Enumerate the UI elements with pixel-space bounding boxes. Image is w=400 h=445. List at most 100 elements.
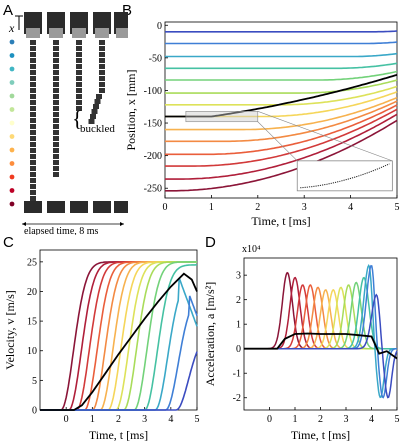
chain-bead xyxy=(76,64,82,69)
x-tick-label: 0 xyxy=(64,414,69,425)
chain-bead xyxy=(99,40,105,45)
inset-source-box xyxy=(185,111,259,123)
y-tick-label: 5 xyxy=(32,376,37,387)
color-key-dot xyxy=(9,201,15,207)
x-tick-label: 1 xyxy=(90,414,95,425)
color-key-dot xyxy=(9,93,15,99)
chain-bead xyxy=(99,82,105,87)
y-tick-label: 25 xyxy=(27,257,37,268)
y-tick-label: -2 xyxy=(233,393,241,404)
chain-bead xyxy=(53,142,59,147)
y-tick-label: 0 xyxy=(157,21,162,32)
panel-letter-b: B xyxy=(122,2,133,19)
chain-bead xyxy=(76,88,82,93)
chain-bead xyxy=(53,130,59,135)
falling-chains xyxy=(30,40,105,201)
chain-bead xyxy=(30,196,36,201)
chain-bead xyxy=(53,70,59,75)
chain-bead xyxy=(99,52,105,57)
position-series-line xyxy=(165,41,398,45)
chain-bead xyxy=(30,40,36,45)
chain-bead xyxy=(76,46,82,51)
chain-bead xyxy=(53,112,59,117)
chain-bead xyxy=(91,109,98,114)
chain-bead xyxy=(76,76,82,81)
x-tick-label: 4 xyxy=(369,414,374,425)
chain-bead xyxy=(90,114,96,119)
position-series-line xyxy=(165,100,398,143)
y-tick-label: -50 xyxy=(149,53,162,64)
chain-bead xyxy=(76,82,82,87)
chain-bead xyxy=(76,58,82,63)
x-tick-label: 2 xyxy=(255,202,260,213)
x-tick-label: 1 xyxy=(209,202,214,213)
clamp-bottom xyxy=(24,201,42,213)
chain-bead xyxy=(30,166,36,171)
y-multiplier-label: x10⁴ xyxy=(242,244,261,255)
color-key-dot xyxy=(9,147,15,153)
chain-bead xyxy=(30,58,36,63)
clamp-row xyxy=(24,12,128,38)
highlight-series-line xyxy=(40,272,198,411)
chain-bead xyxy=(53,88,59,93)
chain-bead xyxy=(53,154,59,159)
y-tick-label: -100 xyxy=(144,86,162,97)
chain-bead xyxy=(53,148,59,153)
panel-letter-c: C xyxy=(3,234,14,251)
chain-bead xyxy=(30,178,36,183)
y-tick-label: 10 xyxy=(27,346,37,357)
color-key-dot xyxy=(9,134,15,139)
position-series-line xyxy=(165,79,398,94)
y-tick-label: -250 xyxy=(144,184,162,195)
chain-bead xyxy=(76,70,82,75)
position-series-line xyxy=(165,119,398,192)
chart-c-velocity: 0 1 2 3 4 5 0 5 10 15 20 25 Time, t [ms] Velocity, … xyxy=(3,249,200,442)
color-key-dot xyxy=(9,161,15,166)
chain-bead xyxy=(53,106,59,111)
x-tick-label: 1 xyxy=(293,414,298,425)
chain-bead xyxy=(30,172,36,177)
brace-icon: { xyxy=(72,106,83,131)
position-series-line xyxy=(165,30,398,33)
color-key-dot xyxy=(9,66,15,72)
chain-bead xyxy=(99,58,105,63)
y-axis-label: Position, x [mm] xyxy=(124,69,138,150)
chain-bead xyxy=(53,52,59,57)
x-tick-label: 3 xyxy=(142,414,147,425)
panel-letter-d: D xyxy=(205,234,216,251)
chain-bead xyxy=(53,172,59,177)
highlight-series-line xyxy=(244,332,398,360)
color-key-dot xyxy=(9,188,15,193)
clamp-bottom xyxy=(93,201,111,213)
x-tick-label: 5 xyxy=(395,414,400,425)
y-tick-label: 0 xyxy=(32,406,37,417)
chain-bead xyxy=(30,124,36,129)
x-tick-label: 2 xyxy=(116,414,121,425)
color-key-dot xyxy=(9,53,15,58)
position-series-line xyxy=(165,52,398,58)
position-series-line xyxy=(165,62,398,70)
chain-bead xyxy=(76,100,82,105)
y-tick-label: 0 xyxy=(236,344,241,355)
chain-bead xyxy=(53,82,59,87)
chain-bead xyxy=(30,118,36,123)
chain-bead xyxy=(99,46,105,51)
position-series-line xyxy=(165,104,398,156)
chain-bead xyxy=(53,118,59,123)
chain-bead xyxy=(88,119,95,124)
color-key-dot xyxy=(9,80,15,85)
y-tick-label: 20 xyxy=(27,287,37,298)
chain-bead xyxy=(53,124,59,129)
y-axis-label: Acceleration, a [m/s²] xyxy=(203,282,217,387)
chain-bead xyxy=(76,40,82,45)
panel-a-photo-sequence: x buckled { elapsed time, 8 ms xyxy=(8,12,128,235)
y-tick-label: 15 xyxy=(27,317,37,328)
x-tick-label: 3 xyxy=(344,414,349,425)
chain-bead xyxy=(30,160,36,165)
color-key-dot xyxy=(9,39,15,45)
chain-bead xyxy=(30,94,36,99)
y-tick-label: -1 xyxy=(233,369,241,380)
chain-bead xyxy=(53,76,59,81)
x-axis-marker-label: x xyxy=(8,21,15,35)
chain-bead xyxy=(30,142,36,147)
